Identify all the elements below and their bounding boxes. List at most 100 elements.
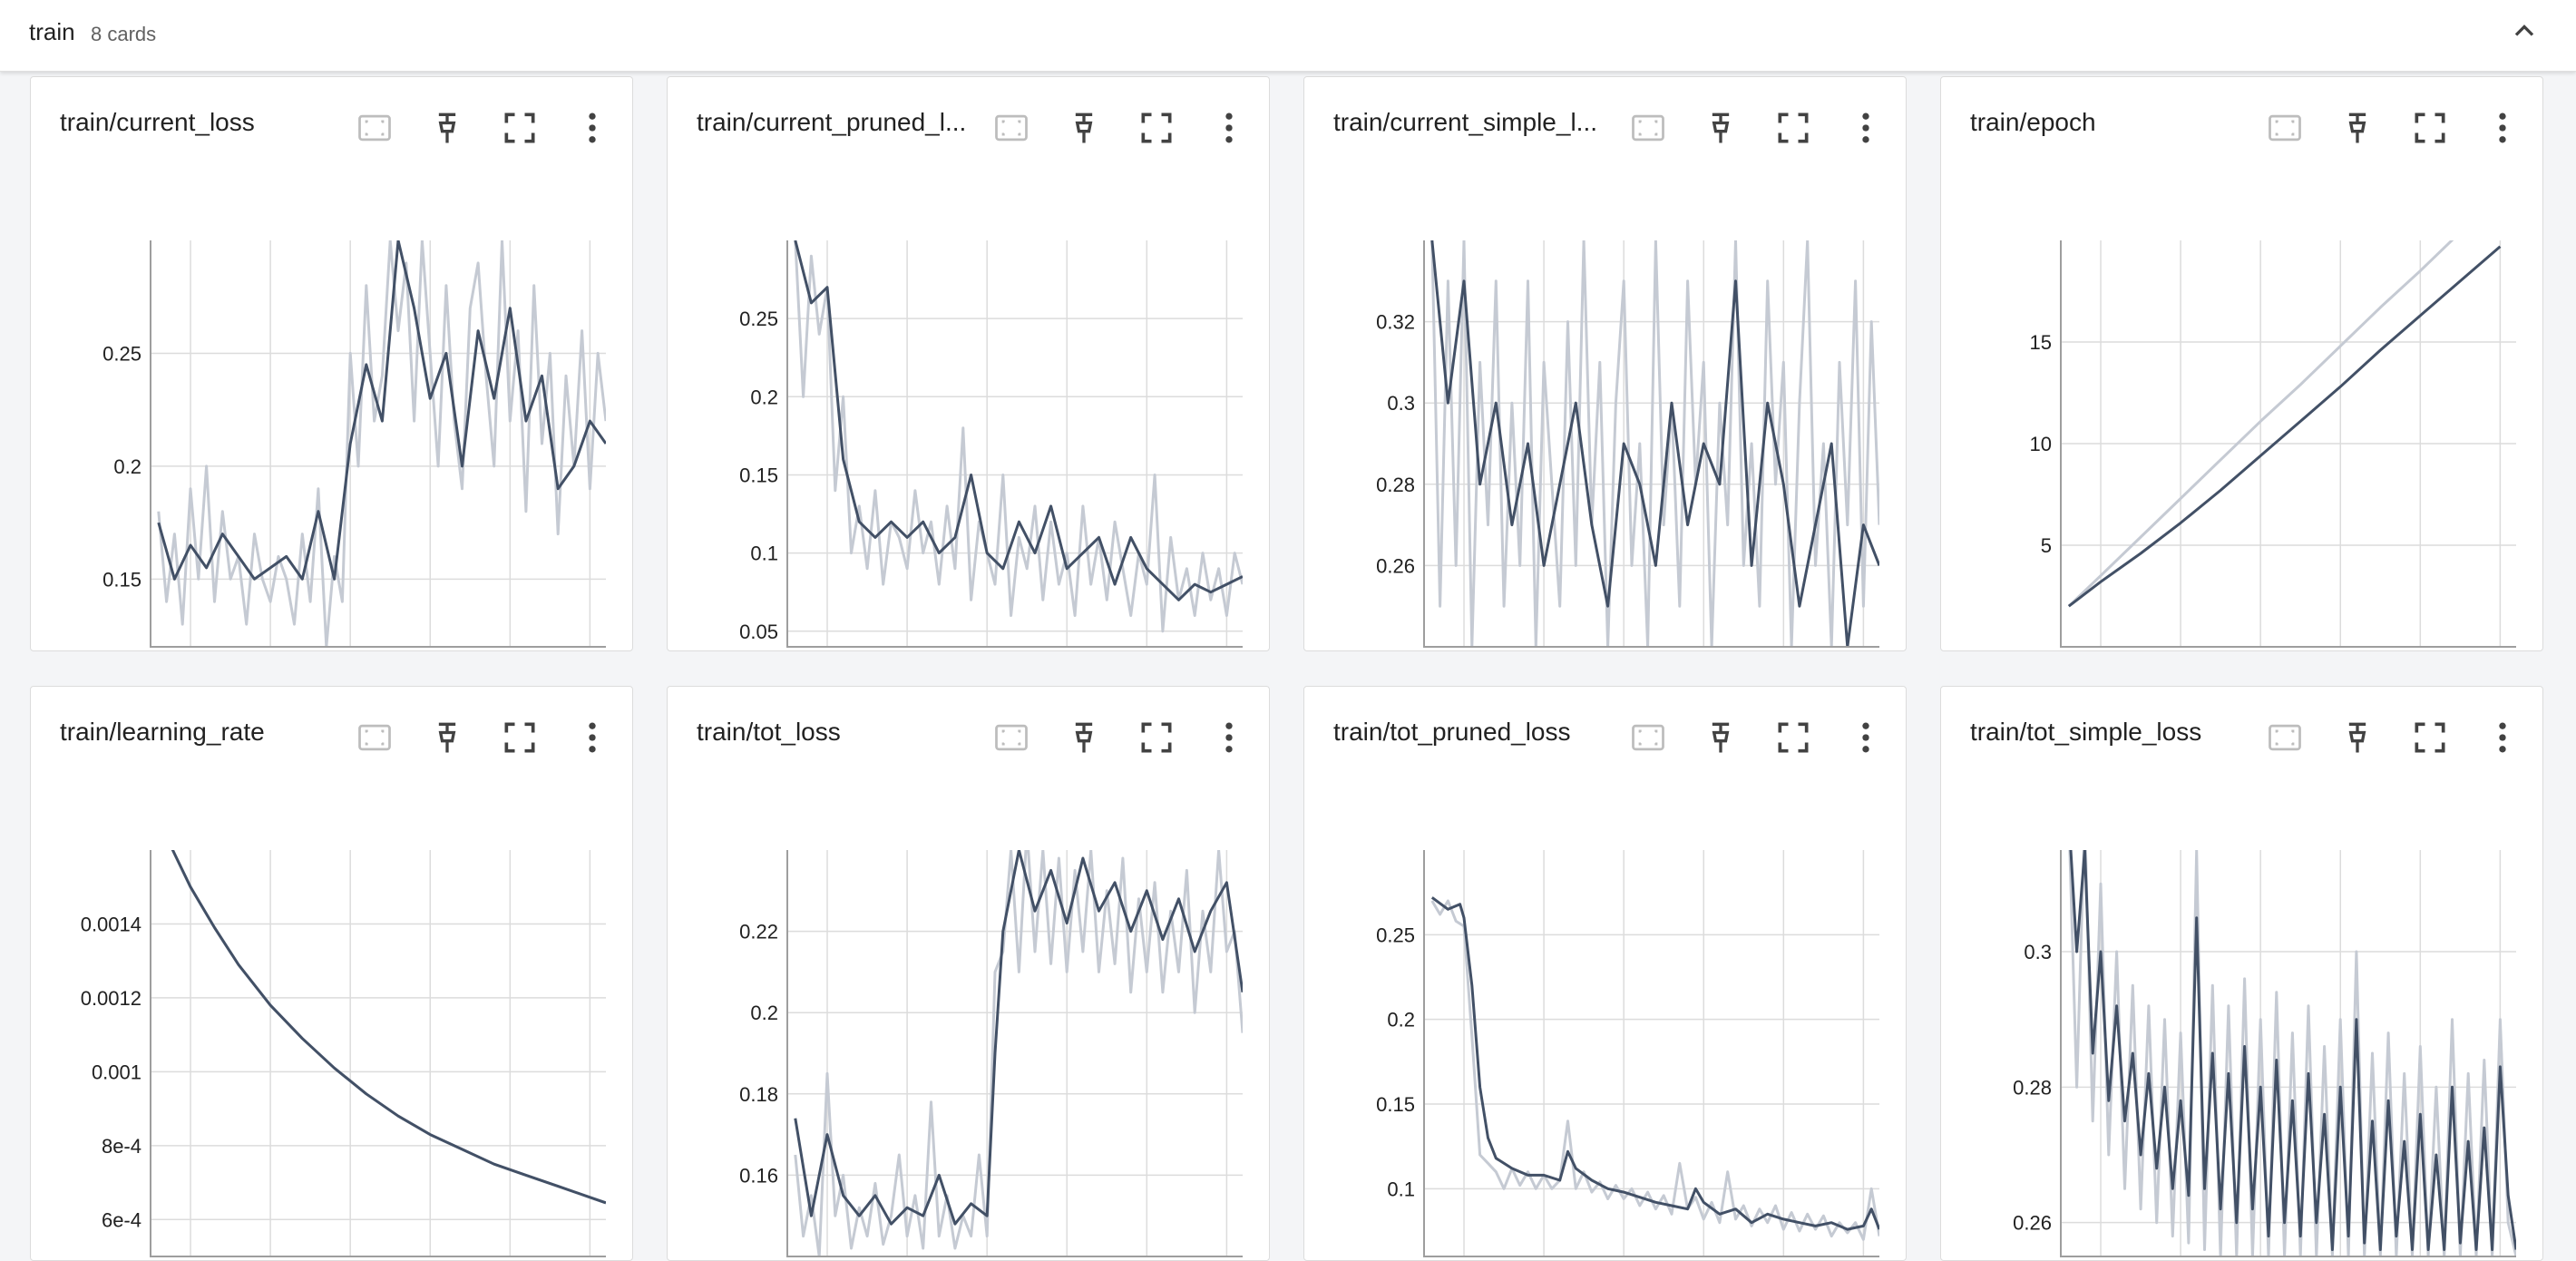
y-tick-label: 0.2 xyxy=(1387,1009,1415,1031)
fullscreen-icon[interactable] xyxy=(1137,718,1176,758)
scalar-card: train/tot_loss20k30k40k50k60k70k0.160.18… xyxy=(667,686,1270,1261)
more-vert-icon[interactable] xyxy=(2483,718,2522,758)
smoothed-series-line xyxy=(171,850,606,1205)
fit-to-data-icon[interactable] xyxy=(2265,108,2305,148)
fit-to-data-icon[interactable] xyxy=(991,108,1031,148)
line-chart[interactable]: 20k30k40k50k60k70k0.050.10.150.20.25 xyxy=(668,159,1271,649)
fullscreen-icon[interactable] xyxy=(500,718,540,758)
y-tick-label: 0.2 xyxy=(113,455,141,478)
y-tick-label: 0.1 xyxy=(1387,1178,1415,1200)
card-title: train/tot_loss xyxy=(697,718,841,746)
y-tick-label: 15 xyxy=(2030,331,2052,354)
fit-to-data-icon[interactable] xyxy=(2265,718,2305,758)
scalar-card: train/tot_pruned_loss 20k30k40k50k60k70k0… xyxy=(1303,686,1907,1261)
card-title: train/tot_pruned_loss xyxy=(1333,718,1571,746)
fit-to-data-icon[interactable] xyxy=(1628,718,1668,758)
line-chart[interactable]: 20k30k40k50k60k70k6e-48e-40.0010.00120.0… xyxy=(31,768,634,1258)
smoothed-series-line xyxy=(2069,850,2516,1251)
chart-axes xyxy=(150,240,606,648)
fit-to-data-icon[interactable] xyxy=(355,718,395,758)
scalar-card: train/current_pruned_l...20k30k40k50k60k… xyxy=(667,76,1270,651)
chart-axes xyxy=(150,850,606,1257)
y-tick-label: 8e-4 xyxy=(102,1135,141,1158)
y-tick-label: 0.1 xyxy=(750,543,778,565)
y-tick-label: 6e-4 xyxy=(102,1208,141,1231)
chevron-up-icon[interactable] xyxy=(2508,15,2541,47)
scalar-card: train/current_simple_l...20k30k40k50k60k… xyxy=(1303,76,1907,651)
pin-icon[interactable] xyxy=(2337,718,2377,758)
y-tick-label: 0.15 xyxy=(102,568,141,591)
fullscreen-icon[interactable] xyxy=(500,108,540,148)
line-chart[interactable]: 20k30k40k50k60k70k0.260.280.3 xyxy=(1941,768,2544,1258)
fullscreen-icon[interactable] xyxy=(2410,108,2450,148)
y-tick-label: 5 xyxy=(2041,534,2052,557)
y-tick-label: 0.25 xyxy=(739,308,778,330)
pin-icon[interactable] xyxy=(1064,108,1104,148)
line-chart[interactable]: 20k30k40k50k60k70k0.160.180.20.22 xyxy=(668,768,1271,1258)
smoothed-series-line xyxy=(794,850,1243,1226)
pin-icon[interactable] xyxy=(1701,108,1741,148)
chart-axes xyxy=(786,240,1243,648)
fullscreen-icon[interactable] xyxy=(1773,108,1813,148)
more-vert-icon[interactable] xyxy=(572,718,612,758)
y-tick-label: 0.15 xyxy=(739,464,778,486)
y-tick-label: 0.22 xyxy=(739,921,778,943)
y-tick-label: 10 xyxy=(2030,433,2052,455)
y-tick-label: 0.05 xyxy=(739,621,778,643)
smoothed-series-line xyxy=(794,240,1243,601)
y-tick-label: 0.18 xyxy=(739,1083,778,1106)
pin-icon[interactable] xyxy=(2337,108,2377,148)
chart-axes xyxy=(1423,850,1879,1257)
y-tick-label: 0.25 xyxy=(102,342,141,365)
chart-axes xyxy=(2060,240,2516,648)
more-vert-icon[interactable] xyxy=(572,108,612,148)
y-tick-label: 0.0012 xyxy=(81,987,141,1010)
raw-series-line xyxy=(1430,240,1879,647)
section-title: train xyxy=(29,18,75,45)
line-chart[interactable]: 20k30k40k50k60k70k51015 xyxy=(1941,159,2544,649)
raw-series-line xyxy=(157,240,606,647)
fullscreen-icon[interactable] xyxy=(1773,718,1813,758)
more-vert-icon[interactable] xyxy=(1209,718,1249,758)
y-tick-label: 0.16 xyxy=(739,1164,778,1187)
pin-icon[interactable] xyxy=(1701,718,1741,758)
raw-series-line xyxy=(794,240,1243,633)
fullscreen-icon[interactable] xyxy=(2410,718,2450,758)
scalar-card: train/tot_simple_loss20k30k40k50k60k70k0… xyxy=(1940,686,2543,1261)
raw-series-line xyxy=(794,850,1243,1256)
y-tick-label: 0.32 xyxy=(1376,311,1415,334)
fit-to-data-icon[interactable] xyxy=(1628,108,1668,148)
card-title: train/learning_rate xyxy=(60,718,265,746)
more-vert-icon[interactable] xyxy=(1209,108,1249,148)
raw-series-line xyxy=(2067,240,2454,608)
more-vert-icon[interactable] xyxy=(1846,718,1886,758)
y-tick-label: 0.3 xyxy=(2024,941,2052,963)
y-tick-label: 0.0014 xyxy=(81,913,141,935)
card-title: train/current_pruned_l... xyxy=(697,108,967,136)
scalar-card: train/learning_rate20k30k40k50k60k70k6e-… xyxy=(30,686,633,1261)
smoothed-series-line xyxy=(2067,245,2502,608)
line-chart[interactable]: 20k30k40k50k60k70k0.10.150.20.25 xyxy=(1304,768,1908,1258)
pin-icon[interactable] xyxy=(427,108,467,148)
y-tick-label: 0.28 xyxy=(1376,474,1415,496)
line-chart[interactable]: 20k30k40k50k60k70k0.150.20.25 xyxy=(31,159,634,649)
smoothed-series-line xyxy=(157,240,606,581)
more-vert-icon[interactable] xyxy=(1846,108,1886,148)
card-title: train/epoch xyxy=(1970,108,2096,136)
card-title: train/tot_simple_loss xyxy=(1970,718,2202,746)
pin-icon[interactable] xyxy=(1064,718,1104,758)
card-title: train/current_simple_l... xyxy=(1333,108,1598,136)
more-vert-icon[interactable] xyxy=(2483,108,2522,148)
pin-icon[interactable] xyxy=(427,718,467,758)
y-tick-label: 0.26 xyxy=(1376,554,1415,577)
y-tick-label: 0.2 xyxy=(750,1002,778,1024)
fit-to-data-icon[interactable] xyxy=(991,718,1031,758)
fit-to-data-icon[interactable] xyxy=(355,108,395,148)
fullscreen-icon[interactable] xyxy=(1137,108,1176,148)
line-chart[interactable]: 20k30k40k50k60k70k0.260.280.30.32 xyxy=(1304,159,1908,649)
y-tick-label: 0.28 xyxy=(2013,1076,2052,1099)
scalar-card: train/current_loss20k30k40k50k60k70k0.15… xyxy=(30,76,633,651)
card-title: train/current_loss xyxy=(60,108,255,136)
y-tick-label: 0.2 xyxy=(750,386,778,408)
section-header: train 8 cards xyxy=(0,0,2576,72)
